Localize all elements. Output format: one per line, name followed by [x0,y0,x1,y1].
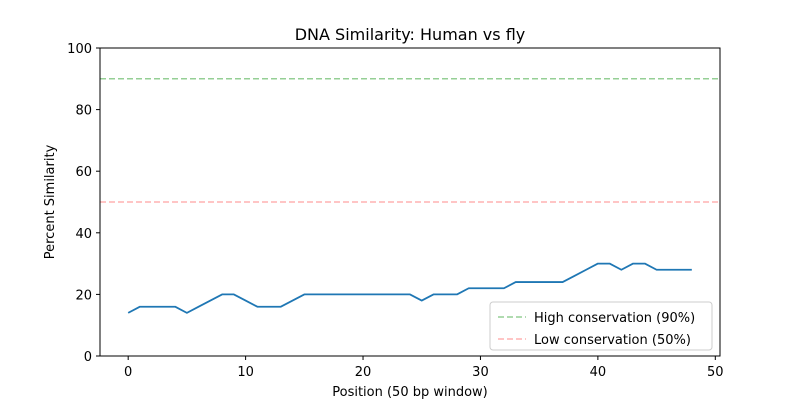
legend-box [489,301,713,351]
y-tick-label: 60 [75,165,92,180]
legend-label-low: Low conservation (50%) [534,333,691,348]
y-axis-label: Percent Similarity [43,144,58,259]
x-axis-label: Position (50 bp window) [332,385,488,400]
x-axis: 0 10 20 30 40 50 [124,356,724,380]
legend-label-high: High conservation (90%) [534,311,695,326]
y-tick-label: 0 [84,350,92,365]
legend: High conservation (90%) Low conservation … [489,301,713,351]
x-tick-label: 50 [707,365,724,380]
x-tick-label: 0 [124,365,132,380]
y-tick-label: 100 [67,42,92,57]
x-tick-label: 30 [472,365,489,380]
y-tick-label: 80 [75,104,92,119]
similarity-series-line [127,262,692,314]
x-tick-label: 40 [590,365,607,380]
plot-area [100,78,720,314]
x-tick-label: 20 [355,365,372,380]
plot-frame [99,47,721,357]
x-tick-label: 10 [237,365,254,380]
y-tick-label: 40 [75,227,92,242]
chart-title: DNA Similarity: Human vs fly [295,25,526,44]
y-tick-label: 20 [75,288,92,303]
y-axis: 0 20 40 60 80 100 [67,42,100,365]
